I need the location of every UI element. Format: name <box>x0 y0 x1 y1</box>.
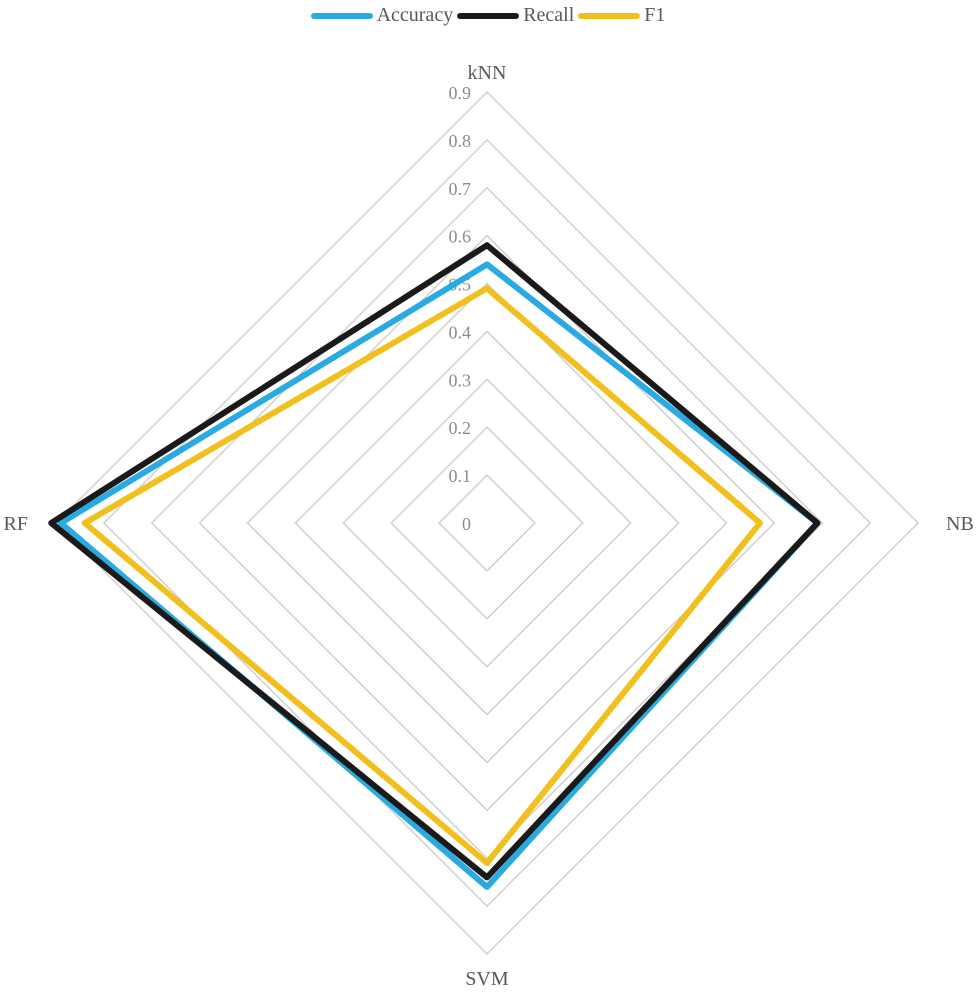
tick-label: 0.8 <box>449 131 472 151</box>
grid-ring <box>390 426 584 620</box>
grid-ring <box>198 234 776 812</box>
series-line-f1 <box>81 285 763 867</box>
legend-item-f1: F1 <box>578 4 665 27</box>
series-line-recall <box>48 242 821 881</box>
tick-label: 0.6 <box>449 227 472 247</box>
legend-swatch-f1 <box>578 12 641 19</box>
legend-label-recall: Recall <box>523 4 575 26</box>
axis-label-layer: kNN NB SVM RF <box>4 62 974 990</box>
tick-label: 0 <box>462 514 471 534</box>
axis-label-knn: kNN <box>468 62 507 84</box>
tick-label: 0.2 <box>449 418 472 438</box>
grid-ring <box>102 138 872 908</box>
series-line-accuracy <box>57 261 821 890</box>
axis-label-svm: SVM <box>465 968 509 990</box>
tick-label: 0.3 <box>449 370 472 390</box>
legend-swatch-recall <box>457 12 520 19</box>
grid-ring <box>54 90 920 956</box>
grid-ring <box>438 474 536 572</box>
grid-ring <box>294 330 680 716</box>
legend-item-accuracy: Accuracy <box>310 4 454 27</box>
grid-ring <box>342 378 632 668</box>
legend-swatch-accuracy <box>310 12 373 19</box>
legend-label-accuracy: Accuracy <box>376 4 454 26</box>
axis-label-nb: NB <box>946 513 974 535</box>
grid-ring <box>246 282 728 764</box>
tick-label: 0.7 <box>449 179 472 199</box>
tick-label: 0.1 <box>449 466 472 486</box>
axis-label-rf: RF <box>4 513 28 535</box>
legend-item-recall: Recall <box>457 4 574 27</box>
legend-label-f1: F1 <box>644 4 666 26</box>
series-layer <box>48 242 821 890</box>
legend: Accuracy Recall F1 <box>0 4 976 27</box>
tick-layer: 00.10.20.30.40.50.60.70.80.9 <box>449 83 472 534</box>
tick-label: 0.9 <box>449 83 472 103</box>
tick-label: 0.4 <box>449 322 472 342</box>
grid-layer <box>54 90 920 956</box>
